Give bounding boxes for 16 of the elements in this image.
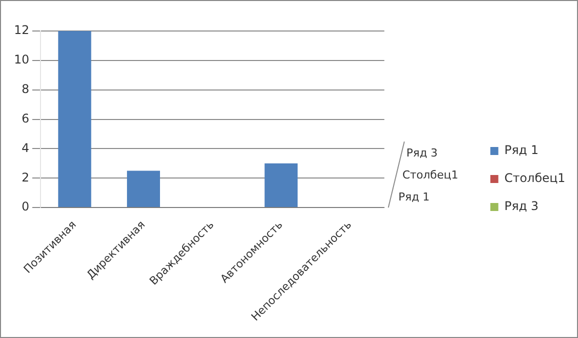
- bar: [58, 31, 92, 208]
- bar: [126, 170, 160, 208]
- legend-label: Ряд 3: [504, 199, 539, 214]
- text: Ряд 3: [406, 146, 438, 160]
- text: Ряд 1: [398, 190, 430, 204]
- y-tick-label: 0: [22, 200, 30, 214]
- y-tick-label: 2: [22, 170, 30, 184]
- text: Столбец1: [402, 168, 458, 182]
- y-tick-label: 4: [22, 140, 30, 155]
- legend-label: Столбец1: [504, 171, 566, 186]
- y-tick-label: 6: [22, 111, 30, 126]
- y-tick-label: 8: [22, 82, 30, 96]
- legend-label: Ряд 1: [504, 143, 539, 158]
- y-tick-label: 10: [14, 52, 30, 67]
- bar: [264, 163, 298, 208]
- y-tick-label: 12: [14, 23, 30, 38]
